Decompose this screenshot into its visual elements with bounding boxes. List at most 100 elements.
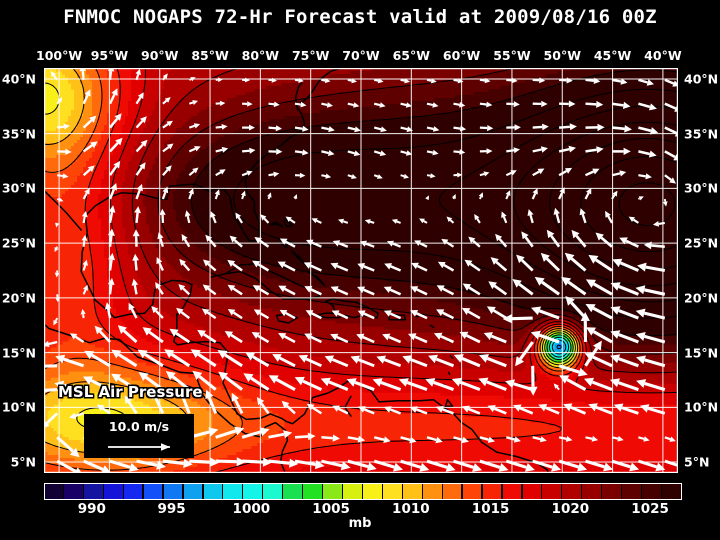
wind-vector	[479, 459, 509, 472]
wind-vector	[162, 97, 171, 105]
wind-vector	[252, 285, 270, 296]
colorbar-segment	[163, 483, 183, 500]
colorbar-segment	[502, 483, 522, 500]
wind-vector	[662, 198, 668, 207]
wind-vector	[532, 77, 546, 84]
wind-vector	[546, 229, 561, 248]
wind-vector	[137, 349, 164, 368]
pressure-colorbar[interactable]	[44, 483, 682, 500]
colorbar-segment	[582, 483, 602, 500]
colorbar-segment	[263, 483, 283, 500]
wind-vector	[584, 352, 613, 368]
wind-vector	[462, 283, 481, 296]
wind-vector	[305, 310, 322, 320]
wind-vector	[304, 333, 322, 344]
wind-vector	[331, 310, 349, 320]
wind-vector	[281, 400, 296, 415]
lat-label-left-5: 5°N	[10, 454, 36, 470]
wind-scale-box	[84, 414, 194, 458]
lon-label--70: 70°W	[342, 48, 380, 63]
wind-vector	[56, 97, 63, 105]
wind-vector	[611, 435, 624, 442]
wind-vector	[54, 246, 59, 253]
wind-vector	[181, 234, 191, 248]
wind-vector	[227, 309, 243, 320]
wind-vector	[357, 263, 375, 272]
wind-vector	[330, 286, 349, 296]
wind-vector	[107, 228, 115, 247]
coastline	[269, 221, 284, 228]
wind-vector	[135, 183, 143, 200]
colorbar-segment	[323, 483, 342, 500]
wind-vector	[135, 139, 148, 153]
wind-vector	[516, 254, 534, 272]
wind-vector	[464, 259, 481, 272]
wind-vector	[294, 432, 316, 441]
wind-vector	[540, 252, 561, 272]
wind-vector	[411, 262, 428, 272]
wind-vector	[585, 100, 604, 108]
colorbar-tick-995: 995	[157, 501, 186, 517]
coastline	[44, 323, 139, 358]
wind-vector	[505, 379, 534, 392]
wind-vector	[372, 378, 402, 392]
wind-vector	[176, 307, 191, 320]
wind-vector	[364, 219, 375, 225]
wind-vector	[241, 427, 270, 439]
pressure-band	[86, 68, 678, 473]
wind-vector	[251, 332, 270, 344]
coastline	[447, 371, 451, 376]
isobar-994	[556, 344, 562, 350]
wind-vector	[558, 145, 576, 153]
wind-vector	[347, 126, 361, 133]
wind-vector	[94, 325, 111, 343]
wind-vector	[559, 77, 573, 84]
wind-vector	[82, 115, 97, 129]
wind-vector	[278, 285, 296, 296]
wind-vector	[260, 214, 270, 224]
coastline	[444, 398, 454, 407]
wind-vector	[135, 92, 144, 105]
wind-vector	[453, 125, 467, 132]
isobar-1030	[618, 182, 676, 226]
lat-label-left-20: 20°N	[1, 290, 36, 306]
colorbar-segment	[203, 483, 223, 500]
wind-vector	[373, 174, 383, 179]
wind-vector	[479, 171, 490, 177]
colorbar-segment	[402, 483, 422, 500]
wind-vector	[157, 232, 165, 248]
wind-vector	[410, 310, 428, 320]
wind-vector	[553, 207, 561, 224]
wind-vector	[428, 354, 455, 368]
wind-vector	[584, 187, 592, 200]
wind-vector	[109, 113, 122, 129]
wind-vector	[501, 211, 508, 224]
wind-vector	[479, 77, 491, 84]
wind-vector	[610, 354, 639, 368]
wind-vector	[82, 284, 88, 295]
colorbar-segment	[123, 483, 143, 500]
wind-vector	[57, 123, 70, 130]
colorbar-segment	[382, 483, 402, 500]
wind-vector	[558, 436, 573, 442]
wind-vector	[588, 403, 613, 415]
wind-vector	[453, 149, 466, 155]
wind-vector	[268, 171, 280, 178]
lat-label-right-40: 40°N	[684, 71, 719, 87]
pressure-band	[122, 68, 678, 384]
wind-vector	[218, 371, 244, 391]
wind-vector	[169, 328, 191, 344]
wind-vector	[108, 160, 121, 176]
wind-vector	[162, 143, 174, 153]
wind-vector	[321, 78, 331, 84]
wind-vector	[132, 253, 139, 271]
wind-vector	[294, 459, 325, 470]
colorbar-segment	[223, 483, 243, 500]
wind-vector	[506, 147, 520, 154]
wind-vector	[506, 101, 520, 108]
lat-label-left-25: 25°N	[1, 235, 36, 251]
wind-vector	[512, 279, 534, 296]
wind-vector	[134, 206, 141, 224]
wind-vector	[321, 434, 340, 442]
wind-vector	[373, 126, 387, 133]
